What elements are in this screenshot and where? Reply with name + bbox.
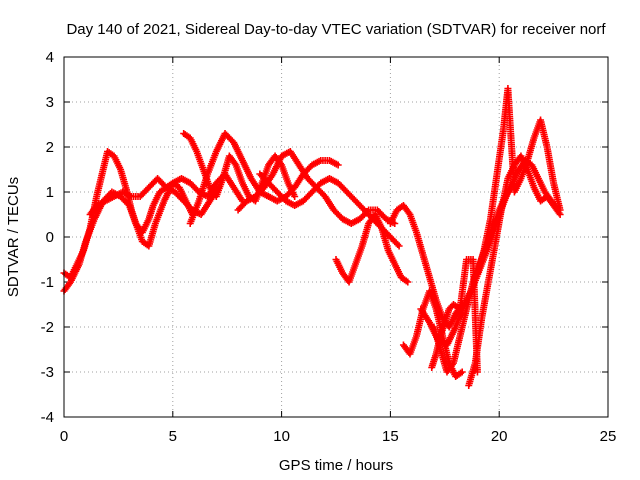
series-arc-8	[332, 211, 412, 286]
data-point	[473, 368, 481, 376]
series-arc-6	[234, 148, 399, 227]
data-point	[458, 368, 466, 376]
y-tick-label: -4	[41, 409, 54, 426]
series-arc-14	[473, 85, 564, 277]
data-marks	[60, 85, 564, 389]
plot-frame	[63, 56, 609, 418]
y-tick-label: -3	[41, 364, 54, 381]
y-axis-label: SDTVAR / TECUs	[5, 177, 22, 297]
data-point	[448, 361, 456, 368]
y-tick-label: 2	[46, 139, 54, 156]
data-point	[394, 241, 402, 248]
x-tick-label: 25	[600, 428, 617, 445]
data-point	[291, 193, 299, 200]
data-point	[556, 206, 564, 214]
y-tick-label: -1	[41, 274, 54, 291]
data-point	[395, 242, 403, 250]
y-tick-label: -2	[41, 319, 54, 336]
x-tick-label: 5	[169, 428, 177, 445]
x-axis-label: GPS time / hours	[279, 457, 393, 474]
x-tick-label: 15	[382, 428, 399, 445]
x-tick-label: 20	[491, 428, 508, 445]
y-tick-label: 1	[46, 184, 54, 201]
y-tick-label: 4	[46, 49, 54, 66]
y-tick-label: 0	[46, 229, 54, 246]
grid-lines	[64, 57, 608, 417]
x-tick-label: 10	[273, 428, 290, 445]
x-tick-label: 0	[60, 428, 68, 445]
series-arc-3	[86, 175, 222, 218]
y-tick-label: 3	[46, 94, 54, 111]
axis-ticks: 0 5 10 15 20 25 -4 -3 -2 -1 0 1 2 3 4	[41, 49, 617, 445]
chart-title: Day 140 of 2021, Sidereal Day-to-day VTE…	[66, 21, 606, 38]
data-point	[334, 161, 342, 169]
data-point	[404, 278, 412, 286]
series-arc-15	[428, 256, 481, 376]
